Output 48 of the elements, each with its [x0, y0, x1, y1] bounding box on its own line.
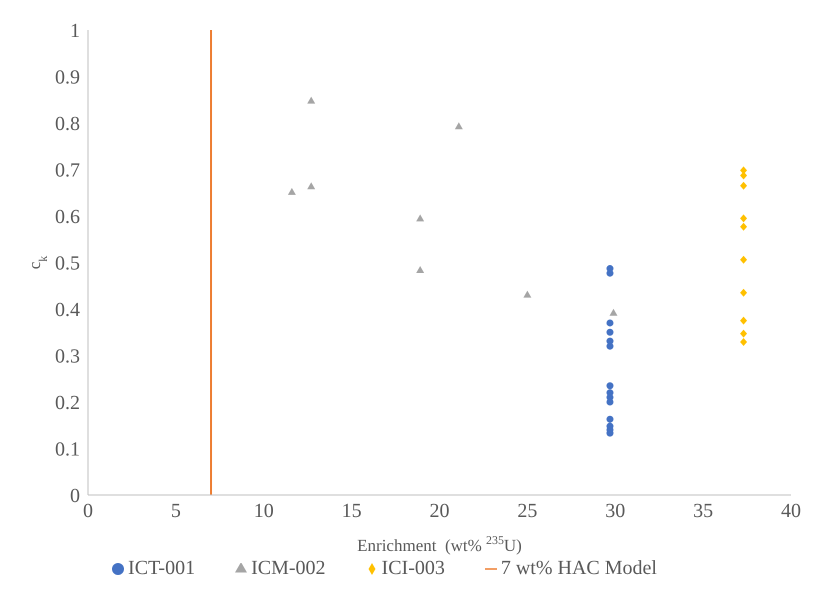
legend-label: ICI-003: [382, 557, 445, 579]
legend-label: ICT-001: [128, 557, 196, 579]
point: [416, 266, 424, 273]
x-tick-label: 35: [693, 500, 714, 522]
y-tick-label: 0.9: [55, 66, 80, 89]
point: [606, 319, 614, 326]
y-tick-label: 0.2: [55, 392, 80, 414]
point: [307, 182, 316, 190]
point: [454, 122, 463, 130]
y-tick-label: 0.5: [55, 252, 80, 275]
x-tick-label: 5: [170, 500, 181, 522]
x-tick-label: 10: [254, 500, 274, 522]
x-axis-title: Enrichment (wt% $^{235}$U): [357, 533, 522, 555]
y-tick-label: 0.1: [55, 438, 80, 461]
point: [606, 416, 614, 423]
x-tick-label: 20: [430, 500, 450, 522]
point: [523, 290, 532, 298]
x-tick-label: 25: [517, 500, 538, 522]
y-tick-label: 0.8: [55, 113, 80, 136]
y-tick-label: 0.4: [55, 299, 80, 322]
point: [606, 398, 614, 406]
point: [609, 308, 618, 316]
x-tick-label: 30: [605, 500, 626, 522]
x-tick-label: 40: [781, 500, 801, 522]
point: [740, 330, 748, 338]
y-tick-label: 0.3: [55, 346, 80, 368]
point: [740, 316, 748, 325]
point: [740, 288, 748, 297]
point: [740, 222, 748, 231]
legend-label: 7 wt% HAC Model: [500, 557, 657, 579]
point: [606, 342, 614, 350]
y-tick-label: 1: [70, 20, 80, 42]
point: [606, 270, 614, 277]
point: [740, 338, 748, 346]
y-tick-label: 0.7: [55, 160, 80, 182]
point: [740, 182, 748, 190]
y-tick-label: 0.6: [55, 206, 80, 228]
point: [288, 188, 296, 195]
x-tick-label: 15: [342, 500, 362, 522]
point: [606, 382, 614, 390]
point: [740, 256, 748, 264]
point: [307, 96, 316, 104]
point: [416, 214, 424, 222]
point: [740, 172, 748, 180]
legend-label: ICM-002: [251, 557, 326, 579]
y-tick-label: 0: [70, 485, 80, 508]
point: [740, 214, 748, 222]
point: [606, 328, 614, 336]
